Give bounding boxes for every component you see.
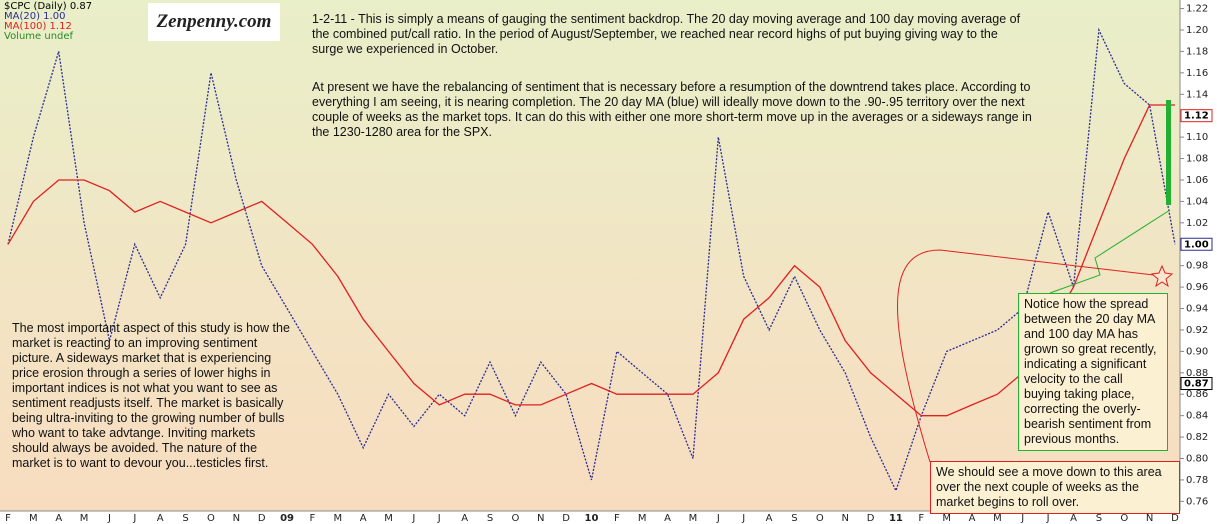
y-tick-label: 1.22 xyxy=(1186,4,1208,15)
last-value-box xyxy=(1180,237,1213,251)
x-tick-label: F xyxy=(614,513,620,524)
x-tick-label: D xyxy=(258,513,266,524)
x-tick-label: O xyxy=(816,513,824,524)
annotation: At present we have the rebalancing of se… xyxy=(312,80,1032,139)
x-tick-label: O xyxy=(511,513,519,524)
logo: Zenpenny.com xyxy=(148,3,280,41)
y-tick-label: 1.16 xyxy=(1186,68,1208,79)
last-value-label: 1.12 xyxy=(1184,111,1209,122)
x-tick-label: D xyxy=(1171,513,1179,524)
x-tick-label: N xyxy=(537,513,544,524)
x-tick-label: O xyxy=(207,513,215,524)
x-tick-label: M xyxy=(384,513,393,524)
x-tick-label: D xyxy=(562,513,570,524)
y-tick-label: 1.06 xyxy=(1186,175,1208,186)
y-tick-label: 0.84 xyxy=(1186,411,1208,422)
x-tick-label: J xyxy=(411,513,415,524)
y-tick-label: 1.10 xyxy=(1186,132,1208,143)
y-tick-label: 0.98 xyxy=(1186,261,1208,272)
y-tick-label: 0.86 xyxy=(1186,389,1208,400)
annotation-box: Notice how the spread between the 20 day… xyxy=(1018,293,1168,451)
y-tick-label: 1.20 xyxy=(1186,25,1208,36)
y-tick-label: 0.76 xyxy=(1186,496,1208,507)
last-value-box xyxy=(1180,377,1213,391)
x-tick-label: N xyxy=(233,513,240,524)
x-tick-label: J xyxy=(1046,513,1050,524)
x-tick-label: S xyxy=(791,513,797,524)
x-tick-label: F xyxy=(310,513,316,524)
x-tick-label: J xyxy=(1020,513,1024,524)
x-tick-label: J xyxy=(107,513,111,524)
x-tick-label: S xyxy=(487,513,493,524)
y-tick-label: 0.96 xyxy=(1186,282,1208,293)
x-tick-label: N xyxy=(841,513,848,524)
legend-entry: $CPC (Daily) 0.87 xyxy=(4,1,93,12)
legend: $CPC (Daily) 0.87 MA(20) 1.00 MA(100) 1.… xyxy=(4,2,92,42)
x-tick-label: S xyxy=(182,513,188,524)
axis-background xyxy=(1180,0,1217,524)
green-pointer xyxy=(1049,209,1171,294)
y-tick-label: 0.90 xyxy=(1186,346,1208,357)
x-tick-label: 10 xyxy=(585,513,599,524)
y-tick-label: 0.94 xyxy=(1186,304,1208,315)
y-tick-label: 1.02 xyxy=(1186,218,1208,229)
legend-entry: Volume undef xyxy=(4,31,74,42)
x-tick-label: M xyxy=(689,513,698,524)
x-tick-label: 11 xyxy=(889,513,903,524)
x-tick-label: A xyxy=(969,513,976,524)
x-tick-label: A xyxy=(766,513,773,524)
series-line xyxy=(7,104,1175,417)
y-tick-label: 0.82 xyxy=(1186,432,1208,443)
y-tick-label: 1.04 xyxy=(1186,196,1208,207)
red-pointer xyxy=(897,249,1163,463)
x-tick-label: M xyxy=(29,513,38,524)
x-axis-background xyxy=(0,511,1180,524)
x-tick-label: S xyxy=(1096,513,1102,524)
spread-bar xyxy=(1166,100,1171,205)
x-tick-label: F xyxy=(918,513,924,524)
annotation: The most important aspect of this study … xyxy=(12,321,290,470)
x-tick-label: 09 xyxy=(280,513,294,524)
x-tick-label: M xyxy=(638,513,647,524)
x-tick-label: M xyxy=(993,513,1002,524)
last-value-label: 1.00 xyxy=(1184,239,1209,250)
x-tick-label: A xyxy=(55,513,62,524)
legend-entry: MA(20) 1.00 xyxy=(4,11,66,22)
y-tick-label: 1.14 xyxy=(1186,89,1208,100)
y-tick-label: 1.18 xyxy=(1186,46,1208,57)
x-tick-label: D xyxy=(867,513,875,524)
target-star xyxy=(1150,264,1174,288)
x-tick-label: J xyxy=(741,513,745,524)
y-tick-label: 1.08 xyxy=(1186,154,1208,165)
x-tick-label: A xyxy=(157,513,164,524)
x-tick-label: A xyxy=(461,513,468,524)
x-tick-label: A xyxy=(1070,513,1077,524)
x-tick-label: M xyxy=(942,513,951,524)
x-tick-label: M xyxy=(80,513,89,524)
x-tick-label: J xyxy=(437,513,441,524)
legend-entry: MA(100) 1.12 xyxy=(4,21,72,32)
y-tick-label: 0.78 xyxy=(1186,475,1208,486)
x-tick-label: M xyxy=(333,513,342,524)
y-tick-label: 0.88 xyxy=(1186,368,1208,379)
last-value-box xyxy=(1180,109,1213,123)
x-tick-label: O xyxy=(1120,513,1128,524)
series-line xyxy=(7,27,1176,493)
y-tick-label: 0.80 xyxy=(1186,454,1208,465)
y-tick-label: 0.92 xyxy=(1186,325,1208,336)
x-tick-label: F xyxy=(5,513,11,524)
x-tick-label: N xyxy=(1146,513,1153,524)
x-tick-label: J xyxy=(132,513,136,524)
last-value-label: 0.87 xyxy=(1184,379,1209,390)
annotation-box: We should see a move down to this area o… xyxy=(930,461,1180,514)
x-tick-label: J xyxy=(716,513,720,524)
x-tick-label: A xyxy=(360,513,367,524)
annotation: 1-2-11 - This is simply a means of gaugi… xyxy=(312,12,1021,56)
x-tick-label: A xyxy=(664,513,671,524)
